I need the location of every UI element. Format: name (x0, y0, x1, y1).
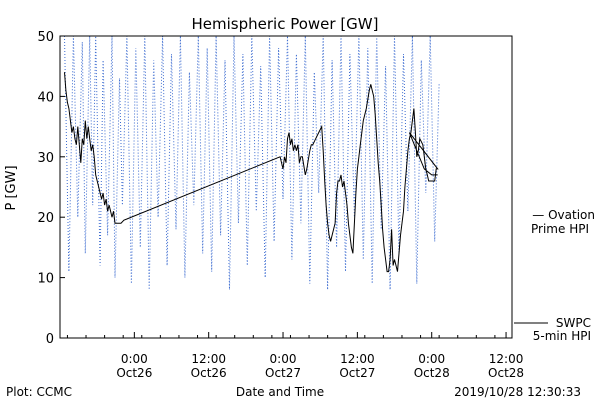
y-tick-label: 20 (37, 211, 54, 226)
series-swpc-line (64, 72, 439, 273)
x-axis-label: Date and Time (236, 385, 324, 399)
x-tick-label-date: Oct28 (488, 366, 524, 380)
x-tick-label-time: 12:00 (191, 352, 226, 366)
legend-swpc-line2: 5-min HPI (533, 329, 591, 343)
y-tick-label: 0 (46, 332, 54, 347)
x-axis-ticks: 0:00Oct2612:00Oct260:00Oct2712:00Oct270:… (66, 332, 524, 380)
x-tick-label-time: 0:00 (418, 352, 445, 366)
chart-title: Hemispheric Power [GW] (192, 15, 379, 33)
y-axis-ticks: 0 10 20 30 40 50 (37, 30, 65, 347)
legend-ovation-line2: Prime HPI (531, 222, 589, 236)
x-tick-label-date: Oct27 (339, 366, 375, 380)
x-tick-label-time: 12:00 (489, 352, 524, 366)
x-tick-label-time: 0:00 (270, 352, 297, 366)
series-layer (64, 36, 440, 290)
x-tick-label-date: Oct26 (191, 366, 227, 380)
y-axis-label: P [GW] (4, 165, 19, 210)
legend-swpc-line1: SWPC (556, 316, 591, 330)
series-ovation-line (64, 36, 440, 290)
x-tick-label-time: 12:00 (340, 352, 375, 366)
x-tick-label-date: Oct26 (116, 366, 152, 380)
legend-ovation-line1: — Ovation (532, 208, 595, 222)
plot-frame (59, 35, 513, 339)
x-tick-label-date: Oct27 (265, 366, 301, 380)
y-tick-label: 30 (37, 151, 54, 166)
footer-plot-credit: Plot: CCMC (6, 385, 72, 399)
y-tick-label: 40 (37, 90, 54, 105)
x-tick-label-date: Oct28 (414, 366, 450, 380)
y-tick-label: 10 (37, 272, 54, 287)
y-tick-label: 50 (37, 30, 54, 45)
footer-timestamp: 2019/10/28 12:30:33 (454, 385, 581, 399)
x-tick-label-time: 0:00 (121, 352, 148, 366)
